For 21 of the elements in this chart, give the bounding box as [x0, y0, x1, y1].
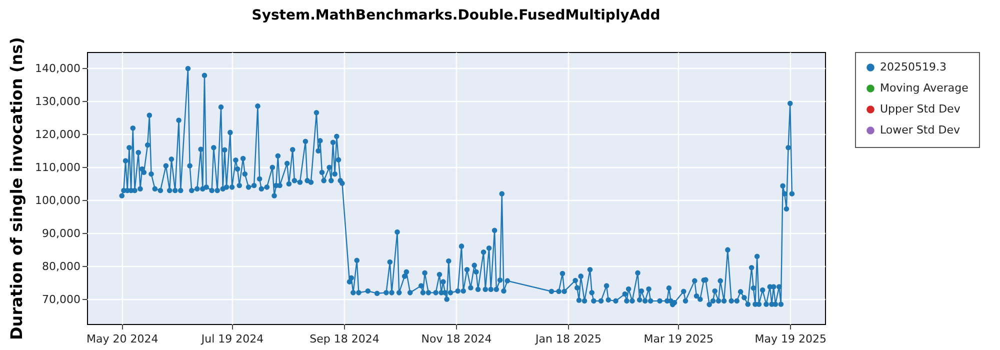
legend-label: 20250519.3	[880, 60, 946, 74]
y-axis-title: Duration of single invocation (ns)	[7, 37, 26, 340]
x-tick-label: Jan 18 2025	[534, 332, 602, 346]
x-tick-label: Jul 19 2024	[200, 332, 264, 346]
x-tick-label: May 20 2024	[86, 332, 158, 346]
y-tick-label: 140,000	[35, 62, 80, 75]
x-tick-label: Sep 18 2024	[310, 332, 380, 346]
y-tick-label: 100,000	[35, 194, 80, 207]
legend-label: Lower Std Dev	[880, 124, 960, 136]
y-tick-label: 130,000	[35, 94, 80, 108]
legend-label: Moving Average	[880, 82, 969, 94]
x-tick-label: May 19 2025	[754, 332, 826, 346]
y-tick-label: 70,000	[42, 292, 80, 306]
y-tick-label: 120,000	[35, 128, 80, 141]
y-tick-label: 80,000	[42, 260, 80, 273]
legend-label: Upper Std Dev	[880, 102, 961, 116]
chart-title: System.MathBenchmarks.Double.FusedMultiplyAdd	[252, 8, 660, 24]
x-tick-label: Nov 18 2024	[421, 332, 492, 346]
y-tick-label: 110,000	[35, 160, 80, 174]
y-tick-label: 90,000	[42, 226, 80, 240]
x-tick-label: Mar 19 2025	[644, 332, 714, 346]
